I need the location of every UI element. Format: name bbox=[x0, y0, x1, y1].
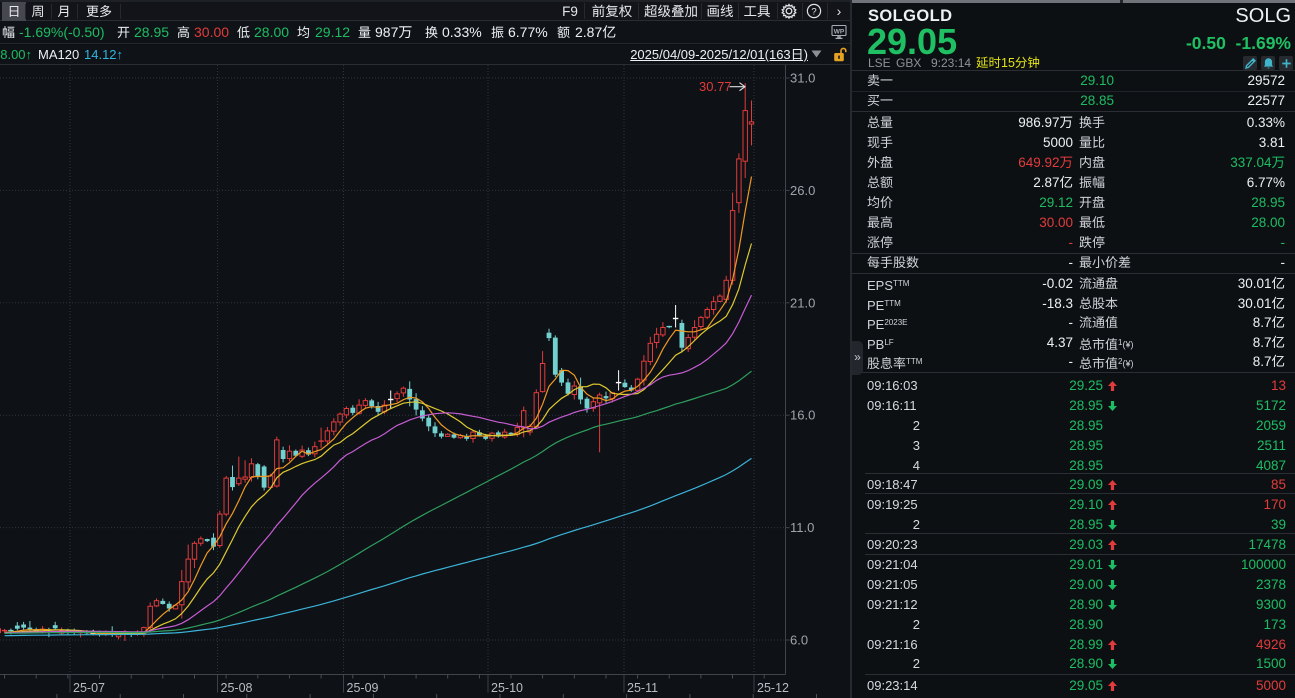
svg-text:WP: WP bbox=[834, 28, 845, 35]
svg-text:16.0: 16.0 bbox=[790, 408, 815, 423]
svg-text:21.0: 21.0 bbox=[790, 295, 815, 310]
svg-text:25-10: 25-10 bbox=[491, 681, 523, 695]
svg-text:25-07: 25-07 bbox=[73, 681, 105, 695]
svg-text:25-12: 25-12 bbox=[757, 681, 789, 695]
svg-text:31.0: 31.0 bbox=[790, 71, 815, 86]
svg-text:30.77: 30.77 bbox=[699, 79, 732, 94]
svg-text:25-08: 25-08 bbox=[221, 681, 253, 695]
svg-text:25-11: 25-11 bbox=[627, 681, 658, 695]
svg-text:26.0: 26.0 bbox=[790, 183, 815, 198]
svg-text:6.0: 6.0 bbox=[790, 633, 808, 648]
svg-text:11.0: 11.0 bbox=[790, 520, 814, 535]
svg-text:25-09: 25-09 bbox=[347, 681, 379, 695]
svg-text:?: ? bbox=[811, 6, 816, 17]
